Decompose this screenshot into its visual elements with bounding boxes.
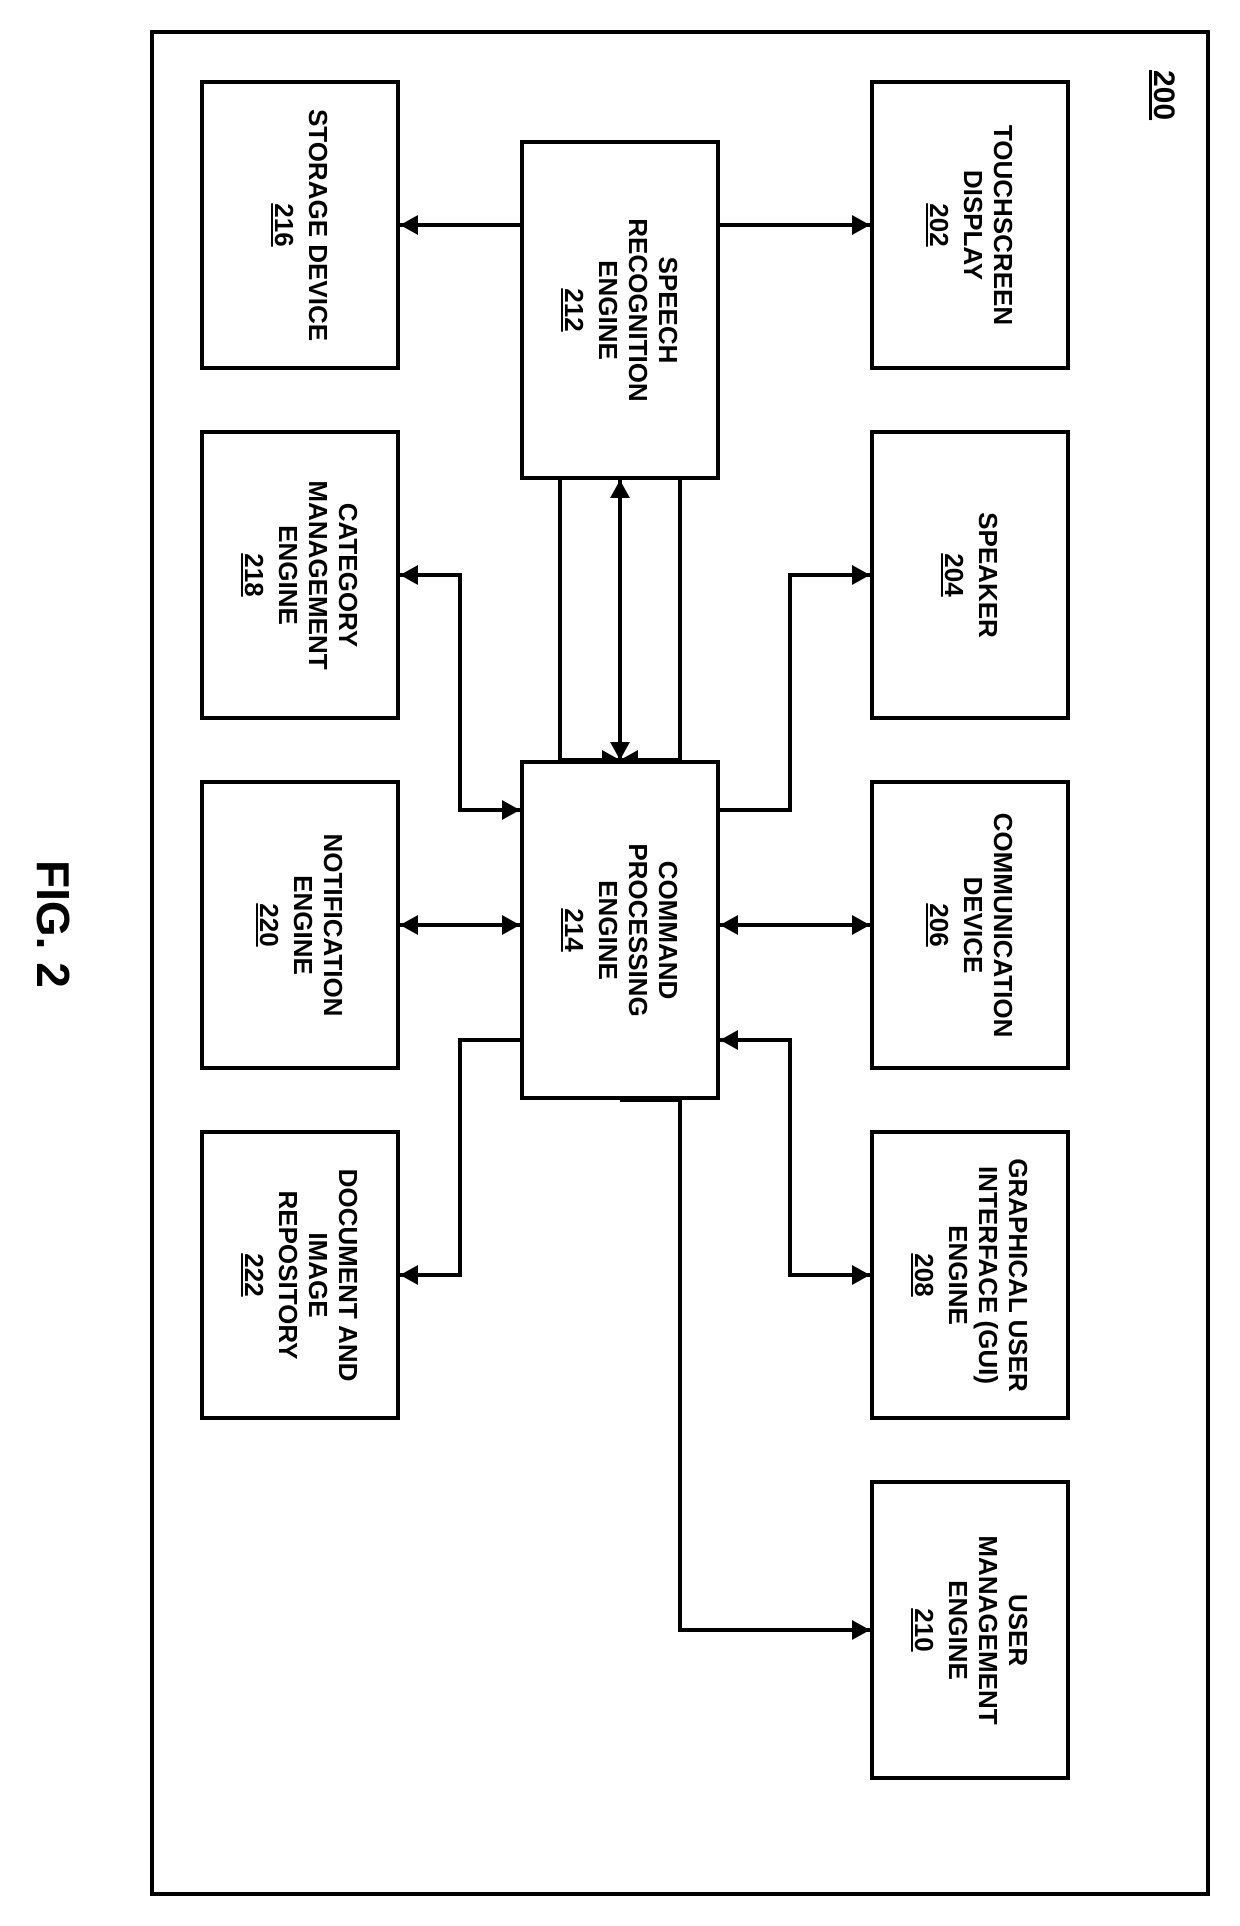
node-cmd: COMMAND PROCESSING ENGINE214 — [520, 760, 720, 1100]
node-label: STORAGE DEVICE — [302, 109, 332, 341]
node-ref: 212 — [558, 288, 588, 331]
node-label: COMMUNICATION DEVICE — [957, 813, 1017, 1038]
node-storage: STORAGE DEVICE216 — [200, 80, 400, 370]
node-label: DOCUMENT AND IMAGE REPOSITORY — [272, 1169, 362, 1382]
node-commdev: COMMUNICATION DEVICE206 — [870, 780, 1070, 1070]
node-category: CATEGORY MANAGEMENT ENGINE218 — [200, 430, 400, 720]
node-ref: 210 — [908, 1608, 938, 1651]
node-ref: 202 — [923, 203, 953, 246]
figure-caption: FIG. 2 — [26, 860, 80, 988]
node-label: SPEECH RECOGNITION ENGINE — [592, 218, 682, 401]
system-ref-label: 200 — [1146, 70, 1180, 120]
node-ref: 216 — [268, 203, 298, 246]
node-speech: SPEECH RECOGNITION ENGINE212 — [520, 140, 720, 480]
node-ref: 206 — [923, 903, 953, 946]
node-label: TOUCHSCREEN DISPLAY — [957, 125, 1017, 325]
node-label: COMMAND PROCESSING ENGINE — [592, 843, 682, 1016]
node-label: GRAPHICAL USER INTERFACE (GUI) ENGINE — [942, 1158, 1032, 1392]
node-notify: NOTIFICATION ENGINE220 — [200, 780, 400, 1070]
node-label: NOTIFICATION ENGINE — [287, 834, 347, 1017]
node-usermgmt: USER MANAGEMENT ENGINE210 — [870, 1480, 1070, 1780]
diagram-canvas: 200 TOUCHSCREEN DISPLAY202 SPEAKER204 COMM… — [0, 0, 1240, 1926]
node-ref: 204 — [938, 553, 968, 596]
node-label: USER MANAGEMENT ENGINE — [942, 1535, 1032, 1724]
node-label: CATEGORY MANAGEMENT ENGINE — [272, 480, 362, 669]
node-ref: 220 — [253, 903, 283, 946]
node-ref: 214 — [558, 908, 588, 951]
node-ref: 208 — [908, 1253, 938, 1296]
node-label: SPEAKER — [972, 512, 1002, 638]
stage: 200 TOUCHSCREEN DISPLAY202 SPEAKER204 COMM… — [0, 0, 1240, 1926]
node-docrepo: DOCUMENT AND IMAGE REPOSITORY222 — [200, 1130, 400, 1420]
node-touchscreen: TOUCHSCREEN DISPLAY202 — [870, 80, 1070, 370]
node-ref: 218 — [238, 553, 268, 596]
node-ref: 222 — [238, 1253, 268, 1296]
node-speaker: SPEAKER204 — [870, 430, 1070, 720]
node-gui: GRAPHICAL USER INTERFACE (GUI) ENGINE208 — [870, 1130, 1070, 1420]
